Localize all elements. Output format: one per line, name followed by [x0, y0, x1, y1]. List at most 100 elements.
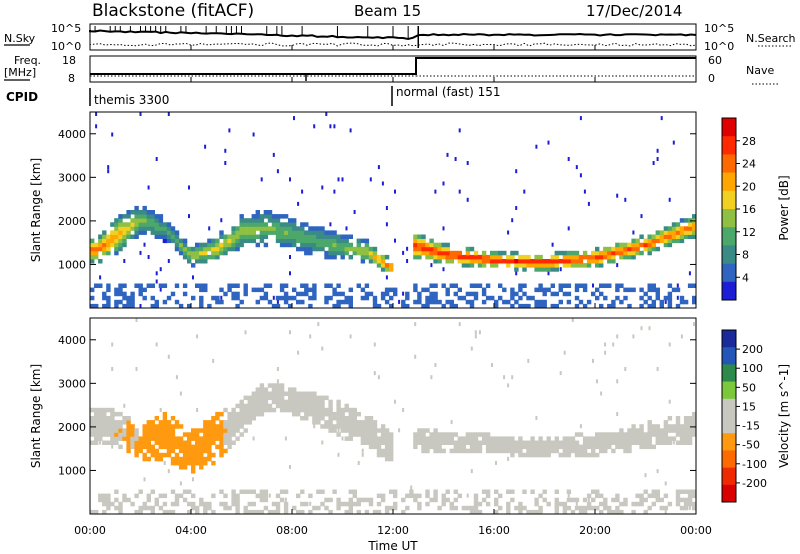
heatmap-cell [162, 222, 168, 227]
heatmap-cell [251, 218, 256, 223]
heatmap-cell [526, 259, 531, 264]
ground-scatter-cell [384, 299, 390, 305]
heatmap-cell [477, 259, 483, 264]
heatmap-cell [538, 259, 543, 264]
heatmap-cell [275, 238, 281, 244]
heatmap-cell [255, 242, 260, 248]
heatmap-cell [558, 452, 563, 458]
ground-scatter-cell [158, 283, 164, 288]
heatmap-cell [219, 250, 224, 256]
heatmap-cell [247, 222, 252, 227]
heatmap-cell [599, 259, 604, 264]
heatmap-cell [534, 440, 539, 445]
heatmap-cell [675, 420, 681, 425]
ground-scatter-cell [530, 489, 535, 494]
heatmap-cell [631, 250, 636, 256]
ground-scatter-cell [389, 287, 394, 293]
ground-scatter-cell [425, 501, 430, 507]
heatmap-cell [207, 420, 212, 425]
heatmap-cell [473, 254, 479, 260]
colorbar-swatch [722, 330, 736, 348]
heatmap-cell [296, 407, 301, 413]
heatmap-cell [134, 448, 139, 454]
ground-scatter-cell [663, 295, 669, 301]
heatmap-cell [340, 246, 345, 252]
ground-scatter-cell [162, 509, 168, 515]
ground-scatter-cell [453, 489, 458, 494]
heatmap-cell [134, 226, 139, 231]
heatmap-cell [288, 230, 293, 235]
noise-cell [276, 299, 279, 304]
ground-scatter-cell [332, 287, 337, 293]
noise-cell [111, 444, 114, 449]
ground-scatter-cell [679, 497, 685, 503]
ground-scatter-cell [94, 509, 99, 515]
heatmap-cell [243, 428, 248, 433]
heatmap-cell [247, 420, 252, 425]
ground-scatter-cell [300, 509, 305, 515]
noise-cell [430, 263, 433, 268]
heatmap-cell [344, 416, 349, 421]
ground-scatter-cell [506, 299, 511, 305]
heatmap-cell [146, 222, 151, 227]
heatmap-cell [158, 230, 164, 235]
heatmap-cell [683, 436, 689, 441]
ground-scatter-cell [671, 287, 677, 293]
colorbar-tick-label: 100 [742, 362, 763, 375]
heatmap-cell [114, 246, 119, 252]
heatmap-cell [106, 407, 111, 413]
heatmap-cell [595, 440, 600, 445]
heatmap-cell [522, 444, 527, 450]
ground-scatter-cell [683, 497, 689, 503]
heatmap-cell [304, 238, 309, 244]
ground-scatter-cell [538, 505, 543, 511]
heatmap-cell [441, 242, 446, 248]
ground-scatter-cell [259, 509, 265, 515]
heatmap-cell [288, 218, 293, 223]
heatmap-cell [550, 254, 555, 260]
heatmap-cell [239, 407, 244, 413]
ground-scatter-cell [574, 497, 580, 503]
heatmap-cell [623, 436, 628, 441]
heatmap-cell [498, 448, 503, 454]
velocity-cells [90, 318, 697, 515]
heatmap-cell [288, 399, 293, 405]
heatmap-cell [178, 465, 184, 470]
heatmap-cell [340, 407, 345, 413]
heatmap-cell [243, 218, 248, 223]
heatmap-cell [518, 254, 523, 260]
heatmap-cell [550, 267, 555, 272]
heatmap-cell [316, 399, 321, 405]
heatmap-cell [611, 432, 616, 437]
ground-scatter-cell [518, 509, 523, 515]
heatmap-cell [639, 234, 644, 239]
heatmap-cell [154, 456, 159, 462]
heatmap-cell [675, 226, 681, 231]
heatmap-cell [279, 234, 285, 239]
heatmap-cell [679, 440, 685, 445]
heatmap-cell [481, 254, 487, 260]
ground-scatter-cell [170, 501, 176, 507]
heatmap-cell [292, 411, 297, 417]
heatmap-cell [150, 210, 155, 215]
heatmap-cell [348, 246, 353, 252]
ground-scatter-cell [122, 493, 127, 499]
noise-cell [139, 304, 142, 308]
heatmap-cell [348, 416, 353, 421]
ground-scatter-cell [651, 287, 656, 293]
noise-cell [567, 157, 570, 161]
heatmap-cell [425, 428, 430, 433]
ground-scatter-cell [413, 493, 418, 499]
heatmap-cell [308, 395, 313, 401]
ground-scatter-cell [687, 493, 693, 499]
heatmap-cell [279, 403, 285, 409]
heatmap-cell [227, 246, 232, 252]
noise-cell [406, 259, 409, 263]
heatmap-cell [263, 395, 269, 401]
heatmap-cell [425, 246, 430, 252]
ground-scatter-cell [692, 283, 697, 288]
ground-scatter-cell [348, 501, 353, 507]
heatmap-cell [348, 407, 353, 413]
heatmap-cell [639, 242, 644, 248]
